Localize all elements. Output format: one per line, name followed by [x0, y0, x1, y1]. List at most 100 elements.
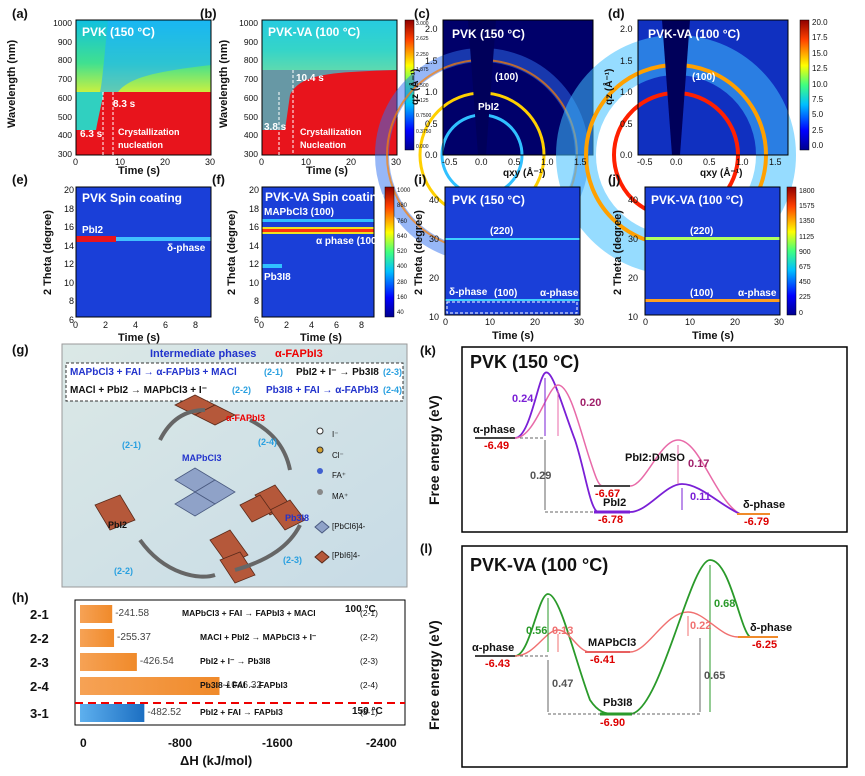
tick: 2 — [284, 320, 290, 330]
g-s24: (2-4) — [258, 437, 278, 447]
tick: 6 — [163, 320, 169, 330]
panel-j-alpha: α-phase — [738, 288, 777, 299]
tick: 30 — [391, 157, 402, 167]
reaction-tag: (3-1) — [360, 707, 378, 717]
panel-e-title: PVK Spin coating — [82, 191, 183, 205]
l-delta-e: -6.25 — [752, 639, 778, 651]
panel-f-mapbcl: MAPbCl3 (100) — [264, 207, 335, 218]
panel-f — [261, 186, 395, 318]
g-s21: (2-1) — [122, 440, 142, 450]
tick: 0.5 — [508, 157, 521, 167]
panel-c-title: PVK (150 °C) — [452, 27, 525, 41]
enthalpy-bar — [80, 704, 145, 722]
panel-g-letter: (g) — [12, 342, 29, 357]
panel-f-xlabel: Time (s) — [300, 332, 342, 344]
reaction-eq: PbI2 + I⁻ → Pb3I8 — [200, 656, 271, 666]
panel-a-xlabel: Time (s) — [118, 165, 160, 177]
g-s23: (2-3) — [283, 555, 303, 565]
panel-e-delta: δ-phase — [167, 243, 206, 254]
reaction-tag: (2-3) — [360, 656, 378, 666]
panel-d-ylabel: qz (Å⁻¹) — [604, 68, 615, 105]
heatmap-early — [76, 92, 104, 130]
l-delta: δ-phase — [750, 622, 793, 634]
l-mapbcl: MAPbCl3 — [588, 637, 637, 649]
bar-value-label: -482.52 — [147, 707, 182, 718]
panel-i-ylabel: 2 Theta (degree) — [413, 210, 425, 295]
enthalpy-bar — [80, 629, 115, 647]
heatmap-plume — [76, 20, 211, 92]
reaction-tag: (2-1) — [360, 608, 378, 618]
tick: 0 — [73, 157, 79, 167]
panel-c-yticks: 2.0 1.5 1.0 0.5 0.0 — [425, 24, 438, 160]
l-pb3i8-e: -6.90 — [600, 717, 626, 729]
panel-d-letter: (d) — [608, 6, 625, 21]
panel-d-xlabel: qxy (Å⁻¹) — [700, 168, 743, 179]
tick: 2 — [103, 320, 109, 330]
tick: 0 — [73, 320, 79, 330]
eq2: MACl + PbI2 → MAPbCl3 + I⁻ — [70, 385, 207, 396]
panel-d-title: PVK-VA (100 °C) — [648, 27, 741, 41]
tick: 10 — [115, 157, 126, 167]
panel-e — [75, 186, 212, 318]
tick: 8 — [359, 320, 365, 330]
panel-a — [75, 19, 212, 156]
panel-c-letter: (c) — [414, 6, 430, 21]
tick: 30 — [774, 317, 785, 327]
panel-b-title: PVK-VA (100 °C) — [268, 25, 361, 39]
reaction-tag: (2-4) — [360, 680, 378, 690]
l-alpha: α-phase — [472, 642, 515, 654]
panel-a-cryst: Crystallization — [118, 127, 180, 137]
g-alpha: α-FAPbI3 — [226, 413, 266, 423]
panel-d-cbar-ticks: 20.0 17.5 15.0 12.5 10.0 7.5 5.0 2.5 0.0 — [812, 18, 828, 151]
l-pb3i8: Pb3I8 — [603, 697, 633, 709]
tick: 1.0 — [736, 157, 749, 167]
panel-b-xlabel: Time (s) — [306, 165, 348, 177]
panel-i-letter: (i) — [414, 172, 427, 187]
panel-b-nuc: Nucleation — [300, 140, 347, 150]
l-gap: 0.47 — [552, 678, 574, 690]
panel-i-xlabel: Time (s) — [492, 330, 534, 342]
g-pbi2: PbI2 — [108, 520, 128, 530]
panel-a-t1: 8.3 s — [113, 99, 136, 110]
k-alpha-e: -6.49 — [484, 440, 510, 452]
panel-b-ylabel: Wavelength (nm) — [218, 39, 230, 128]
panel-e-letter: (e) — [12, 172, 28, 187]
panel-a-ylabel: Wavelength (nm) — [6, 39, 18, 128]
tick: 0 — [259, 157, 265, 167]
eq1: MAPbCl3 + FAI → α-FAPbI3 + MACl — [70, 367, 237, 378]
enthalpy-bar — [80, 677, 220, 695]
bar-value-label: -241.58 — [115, 608, 150, 619]
panel-j-ylabel: 2 Theta (degree) — [612, 210, 624, 295]
tick: 10 — [485, 317, 496, 327]
reaction-eq: MACl + PbI2 → MAPbCl3 + I⁻ — [200, 632, 317, 642]
tick: 0 — [80, 736, 87, 750]
eq4-tag: (2-4) — [383, 385, 403, 395]
tick: 0 — [259, 320, 265, 330]
g-mapbcl: MAPbCl3 — [182, 453, 222, 463]
tick: 20 — [530, 317, 541, 327]
bar-value-label: -1046.32 — [222, 680, 262, 691]
tick: -2400 — [366, 736, 397, 750]
panel-i-title: PVK (150 °C) — [452, 193, 525, 207]
panel-a-title: PVK (150 °C) — [82, 25, 155, 39]
eq4: Pb3I8 + FAI → α-FAPbI3 — [266, 385, 379, 396]
k-dmso-e: -6.67 — [595, 488, 621, 500]
panel-c-xlabel: qxy (Å⁻¹) — [503, 168, 546, 179]
eq2-tag: (2-2) — [232, 385, 252, 395]
panel-h-xlabel: ΔH (kJ/mol) — [180, 753, 253, 768]
panel-g — [61, 343, 408, 588]
tick: 0.5 — [703, 157, 716, 167]
tick: 1.5 — [574, 157, 587, 167]
l-b1: 0.56 — [526, 625, 548, 637]
row-id: 2-2 — [30, 631, 49, 646]
panel-k — [461, 346, 848, 533]
panel-f-title: PVK-VA Spin coating — [265, 190, 385, 204]
panel-b-cbar-ticks: 3.000 2.625 2.250 1.875 1.500 1.125 0.7500 0.37… — [416, 21, 432, 151]
tick: -1600 — [262, 736, 293, 750]
panel-l — [461, 545, 848, 768]
panel-k-title: PVK (150 °C) — [470, 352, 580, 372]
tick: 6 — [334, 320, 340, 330]
panel-i-yticks: 40 30 20 10 — [429, 195, 440, 322]
tick: 0 — [643, 317, 649, 327]
k-b1: 0.24 — [512, 393, 534, 405]
